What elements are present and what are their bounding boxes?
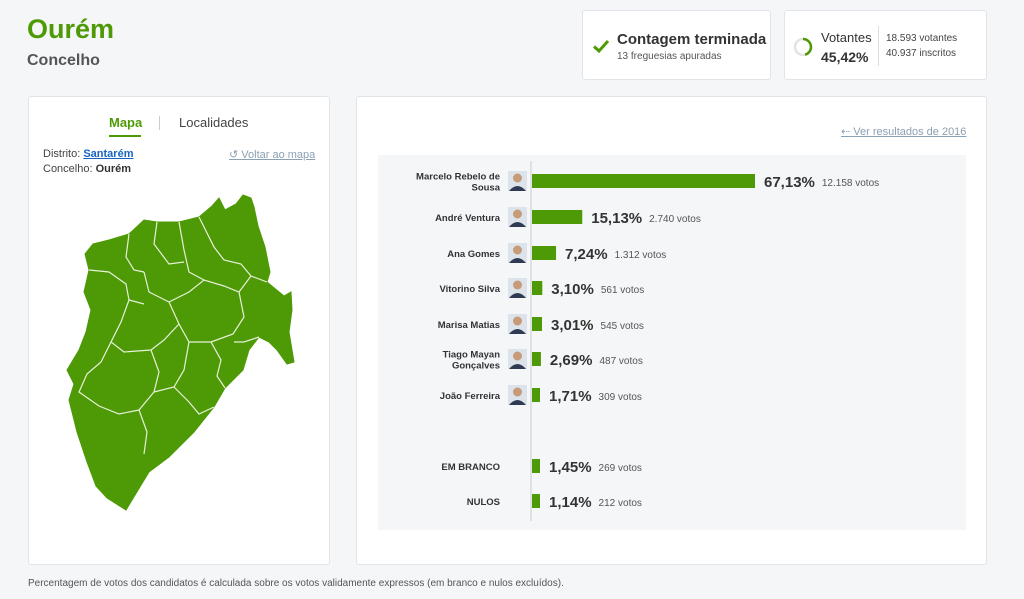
district-link[interactable]: Santarém — [83, 148, 134, 160]
results-chart-area: Marcelo Rebelo de Sousa 67,13% 12.158 votos… — [378, 155, 966, 530]
tab-map[interactable]: Mapa — [109, 115, 143, 130]
candidate-name: EM BRANCO — [441, 462, 500, 473]
tab-map-active-indicator — [109, 135, 141, 137]
turnout-percent: 45,42% — [821, 49, 869, 65]
result-percent: 2,69% — [550, 352, 593, 369]
council-info: Concelho: Ourém — [43, 163, 131, 175]
candidate-photo-icon — [508, 243, 527, 263]
footnote: Percentagem de votos dos candidatos é ca… — [28, 578, 564, 589]
result-percent: 7,24% — [565, 246, 608, 263]
turnout-divider — [878, 26, 879, 66]
candidate-photo-icon — [508, 385, 527, 405]
count-status-title: Contagem terminada — [617, 31, 767, 48]
result-percent: 3,10% — [551, 281, 594, 298]
council-label: Concelho: — [43, 163, 93, 175]
previous-results-link[interactable]: ⇠ Ver resultados de 2016 — [841, 125, 966, 138]
candidate-photo-icon — [508, 349, 527, 369]
council-map[interactable] — [29, 192, 331, 522]
turnout-votes: 18.593 votantes — [886, 33, 958, 44]
result-percent: 15,13% — [591, 210, 642, 227]
council-map-shape[interactable] — [66, 194, 295, 511]
candidate-name: Marcelo Rebelo de — [416, 172, 500, 183]
result-percent: 3,01% — [551, 317, 594, 334]
result-percent: 1,71% — [549, 388, 592, 405]
result-percent: 67,13% — [764, 174, 815, 191]
result-votes: 12.158 votos — [822, 178, 879, 189]
result-votes: 545 votos — [601, 321, 644, 332]
turnout-registered: 40.937 inscritos — [886, 48, 957, 59]
tab-separator — [159, 116, 160, 130]
candidate-name: Sousa — [471, 183, 500, 194]
result-votes: 2.740 votos — [649, 214, 701, 225]
parish-borders — [78, 216, 268, 455]
turnout-card: Votantes 45,42% 18.593 votantes 40.937 i… — [784, 10, 987, 80]
undo-arrow-icon: ↺ — [229, 149, 239, 161]
result-votes: 212 votos — [599, 498, 642, 509]
result-bar — [532, 388, 540, 402]
result-bar — [532, 246, 557, 260]
result-bar — [532, 317, 542, 331]
candidate-photo-icon — [508, 171, 527, 191]
turnout-label: Votantes — [821, 30, 872, 45]
candidate-name: Marisa Matias — [438, 320, 500, 331]
result-votes: 309 votos — [599, 392, 642, 403]
result-percent: 1,45% — [549, 459, 592, 476]
candidate-name: NULOS — [467, 497, 500, 508]
result-votes: 561 votos — [601, 285, 644, 296]
result-bar — [532, 281, 543, 295]
candidate-name: Gonçalves — [452, 361, 500, 372]
page-title: Ourém — [27, 14, 115, 44]
district-label: Distrito: — [43, 148, 81, 160]
result-bar — [532, 210, 583, 224]
back-to-map-link[interactable]: ↺ Voltar ao mapa — [229, 148, 315, 161]
previous-results-label: Ver resultados de 2016 — [853, 126, 967, 138]
count-status-card: Contagem terminada 13 freguesias apurada… — [582, 10, 771, 80]
checkmark-icon — [592, 39, 610, 54]
candidate-photo-icon — [508, 314, 527, 334]
count-status-subtitle: 13 freguesias apuradas — [617, 51, 722, 62]
arrow-left-icon: ⇠ — [841, 126, 851, 138]
candidate-photo-icon — [508, 207, 527, 227]
district-info: Distrito: Santarém — [43, 148, 133, 160]
tab-localities[interactable]: Localidades — [179, 115, 249, 130]
result-bar — [532, 174, 755, 188]
result-votes: 487 votos — [599, 356, 642, 367]
candidate-name: Ana Gomes — [447, 249, 500, 260]
candidate-name: Vitorino Silva — [439, 284, 500, 295]
candidate-name: Tiago Mayan — [443, 350, 501, 361]
result-bar — [532, 352, 541, 366]
council-value: Ourém — [95, 163, 132, 175]
results-panel: ⇠ Ver resultados de 2016 Marcelo Rebelo … — [356, 96, 987, 565]
candidate-photo-icon — [508, 278, 527, 298]
result-votes: 269 votos — [599, 463, 642, 474]
result-votes: 1.312 votos — [615, 250, 667, 261]
page-subtitle: Concelho — [27, 52, 100, 69]
turnout-ring-icon — [793, 37, 813, 57]
back-to-map-label: Voltar ao mapa — [241, 149, 316, 161]
result-bar — [532, 494, 540, 508]
candidate-name: André Ventura — [435, 213, 501, 224]
result-percent: 1,14% — [549, 494, 592, 511]
result-bar — [532, 459, 540, 473]
map-panel: Mapa Localidades Distrito: Santarém Conc… — [28, 96, 330, 565]
candidate-name: João Ferreira — [440, 391, 501, 402]
